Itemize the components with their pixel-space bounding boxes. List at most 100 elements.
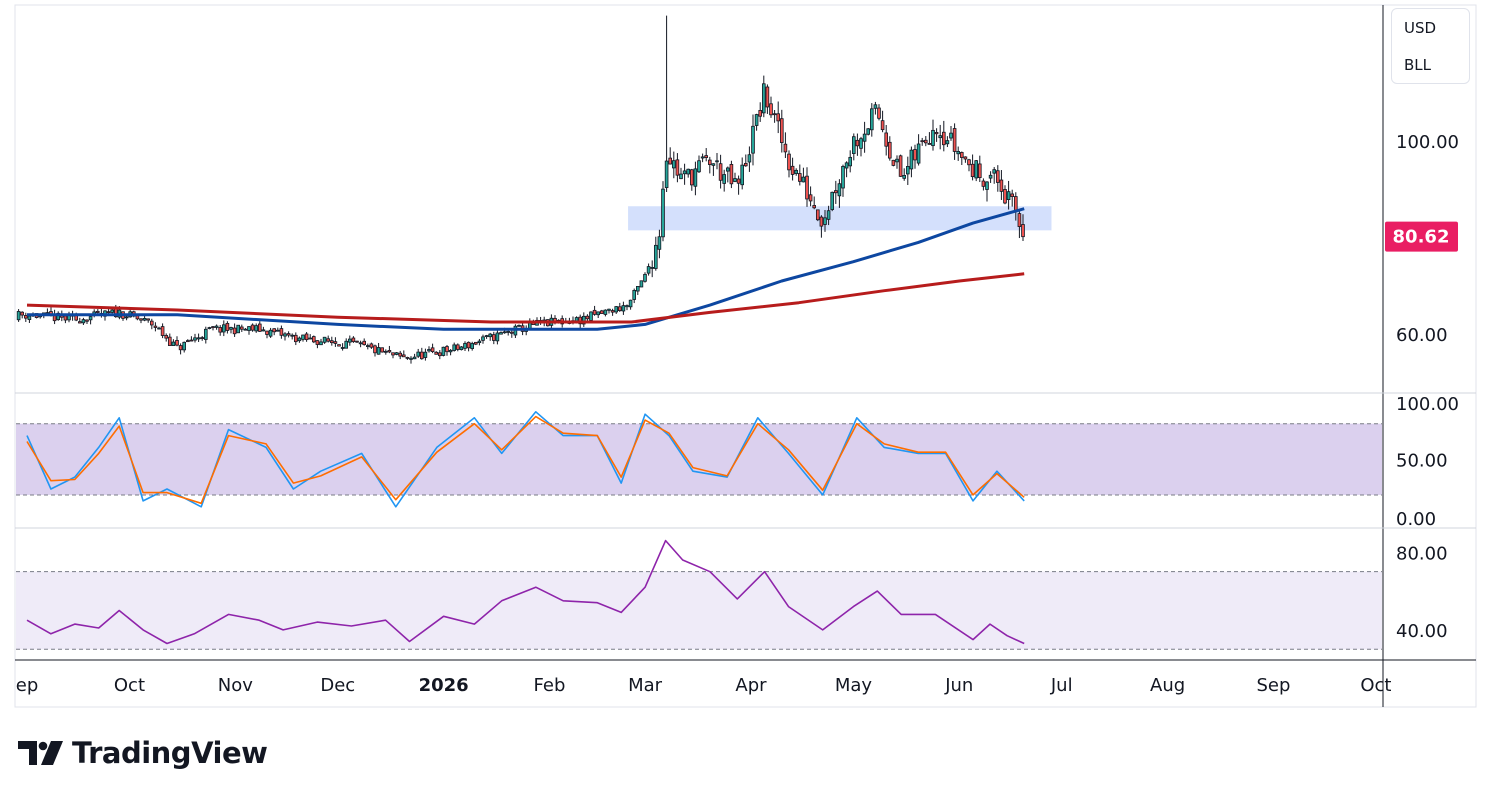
candle-body <box>693 168 698 187</box>
candle <box>679 167 683 180</box>
candle-body <box>175 340 179 346</box>
candle-body <box>823 217 827 225</box>
candle-body <box>484 335 489 337</box>
candle-body <box>967 159 971 166</box>
candle <box>344 338 348 349</box>
tradingview-logo[interactable]: TradingView <box>18 735 268 771</box>
candle-body <box>427 349 431 352</box>
time-axis-label: Jun <box>944 675 973 696</box>
candle-body <box>610 310 615 313</box>
candle-body <box>884 132 888 147</box>
candle <box>931 119 935 151</box>
candle-body <box>160 326 165 336</box>
candle <box>250 323 255 332</box>
candle <box>297 336 302 343</box>
candle <box>924 136 928 147</box>
candle <box>376 342 381 355</box>
candle-body <box>340 347 345 349</box>
candle-body <box>250 324 255 331</box>
candle <box>387 345 392 354</box>
candle-body <box>495 332 500 342</box>
candle <box>383 349 388 355</box>
candle <box>369 342 374 349</box>
candle-body <box>337 344 341 347</box>
candle-body <box>909 149 914 170</box>
candle <box>830 191 834 212</box>
candle-body <box>63 315 68 321</box>
candle-body <box>891 159 896 166</box>
candle <box>171 339 176 346</box>
candle-body <box>78 321 82 324</box>
candle-body <box>207 327 212 329</box>
candle-body <box>405 357 410 359</box>
candle <box>463 341 467 351</box>
candle <box>286 331 291 338</box>
candle-body <box>906 166 910 175</box>
candle <box>657 229 662 259</box>
candle-body <box>801 176 806 183</box>
candle-body <box>646 266 651 274</box>
rsi-series-1 <box>26 539 1025 645</box>
candle <box>261 326 266 332</box>
candle-body <box>582 315 586 325</box>
time-axis-label: Mar <box>628 675 663 696</box>
candle <box>203 326 208 344</box>
candle <box>661 181 665 242</box>
candle-body <box>157 327 161 330</box>
candle-body <box>473 341 478 345</box>
price-series-1 <box>27 207 1025 331</box>
candle <box>913 144 917 169</box>
candle-body <box>895 158 899 163</box>
candle <box>808 186 813 207</box>
candle-body <box>780 118 784 143</box>
candle <box>906 156 910 185</box>
candle <box>340 343 345 351</box>
candle-body <box>866 128 870 135</box>
candle-body <box>870 108 874 131</box>
candle <box>398 350 402 360</box>
candle-body <box>927 143 932 145</box>
candle-body <box>257 323 262 332</box>
candle-body <box>203 328 208 340</box>
price-y-tick: 100.00 <box>1396 132 1459 153</box>
candle <box>380 347 384 353</box>
candle-body <box>286 333 291 336</box>
candle-body <box>686 168 690 175</box>
candle-body <box>398 352 402 357</box>
candle <box>866 128 870 136</box>
candle-body <box>297 337 302 342</box>
candle-body <box>347 338 352 343</box>
candle-body <box>23 315 28 319</box>
candle-body <box>816 209 820 221</box>
candle <box>272 328 276 336</box>
candle <box>614 305 618 314</box>
candle-body <box>783 143 788 153</box>
candle-body <box>769 103 773 116</box>
candle-body <box>970 163 975 178</box>
candle <box>607 308 611 314</box>
price-series-2 <box>26 272 1025 324</box>
currency-label: USD <box>1404 19 1437 37</box>
candle <box>347 335 352 346</box>
candle <box>949 126 953 141</box>
candle <box>841 164 845 197</box>
candle <box>952 123 957 160</box>
candle-body <box>178 345 183 351</box>
candle-body <box>261 329 266 332</box>
candle <box>254 323 259 333</box>
candle <box>794 168 798 176</box>
candle <box>942 120 946 152</box>
candle-body <box>924 139 928 144</box>
candle-body <box>844 162 849 169</box>
candle-body <box>211 326 215 329</box>
candle <box>196 333 201 342</box>
candle <box>229 326 233 334</box>
time-axis-label: Sep <box>1257 675 1291 696</box>
candle <box>265 330 269 339</box>
candle-body <box>639 280 644 288</box>
candle <box>823 210 827 232</box>
candle-body <box>434 351 438 355</box>
candle <box>636 286 640 295</box>
candle-body <box>744 162 748 167</box>
